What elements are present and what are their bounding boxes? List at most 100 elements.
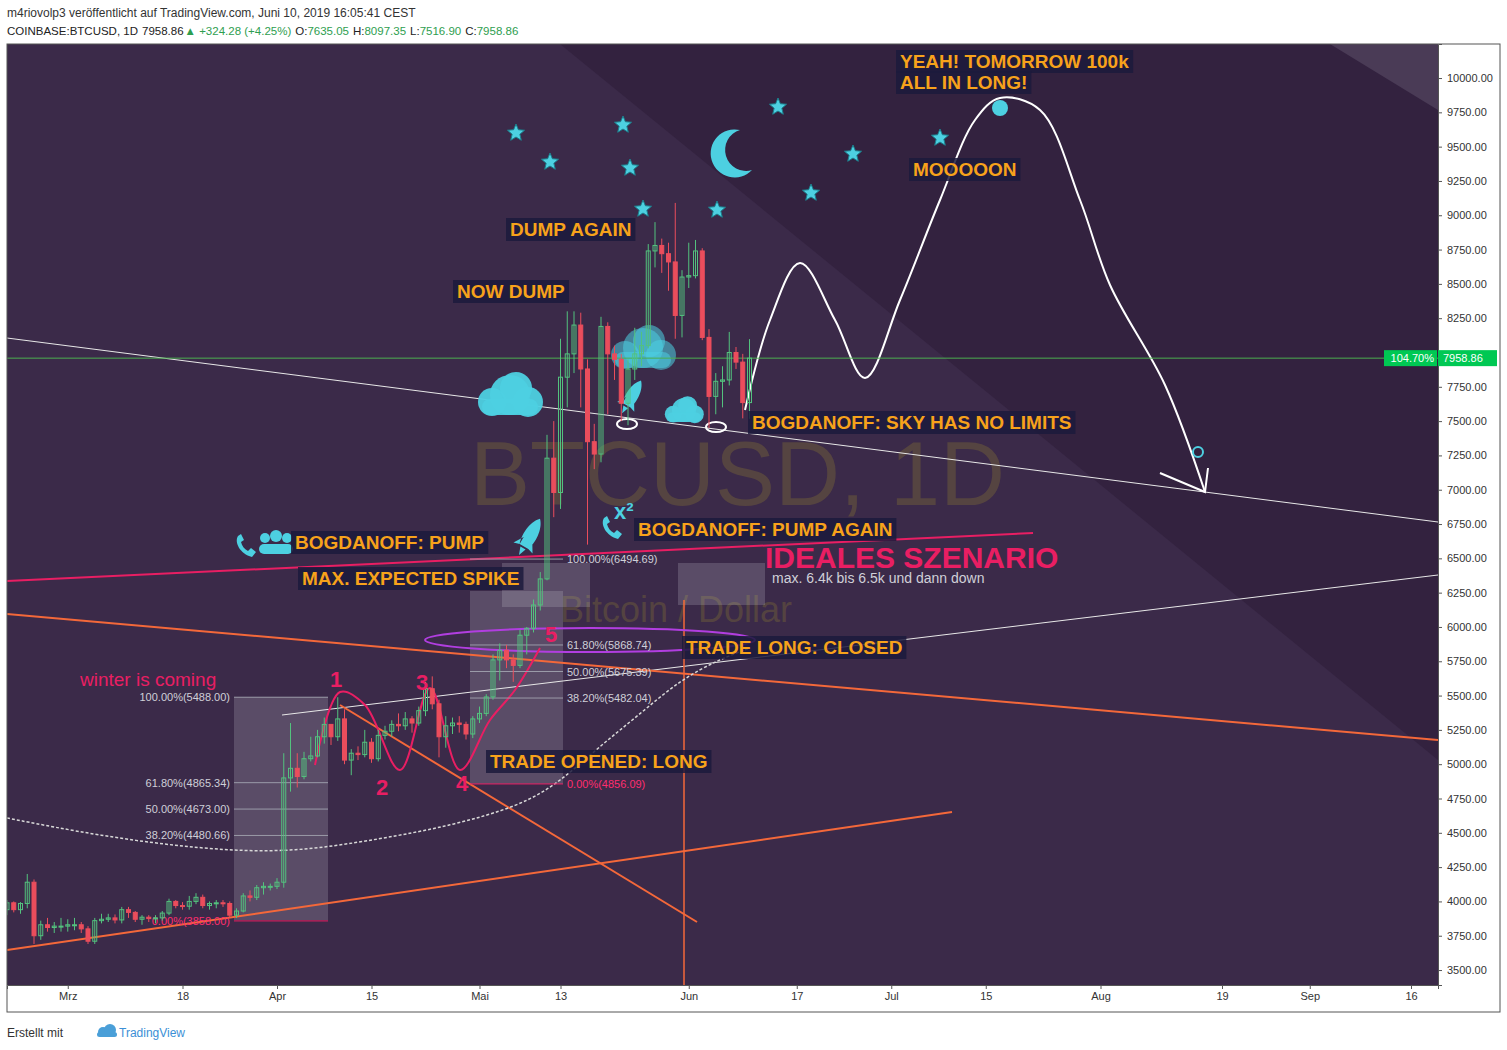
candle-wick <box>641 332 642 366</box>
fib-levels <box>234 559 563 921</box>
candle-wick <box>283 753 284 887</box>
y-tick-mark <box>1438 696 1442 697</box>
candle-body <box>579 325 583 369</box>
candle-wick <box>317 730 318 757</box>
symbol-line: COINBASE:BTCUSD, 1D7958.86▲ +324.28 (+4.… <box>7 25 518 37</box>
fib-line <box>234 782 328 783</box>
candle-body <box>262 886 266 887</box>
annotation-box <box>453 280 569 303</box>
candle-wick <box>364 730 365 757</box>
page-background <box>0 0 1507 1050</box>
candle-wick <box>378 730 379 762</box>
y-tick-label: 4750.00 <box>1447 793 1487 805</box>
group-icon <box>259 530 293 554</box>
y-tick-mark <box>1438 387 1442 388</box>
candle-wick <box>655 222 656 267</box>
y-tick: 4000.00 <box>1438 895 1487 907</box>
candle-body <box>336 719 340 737</box>
candle-body <box>646 251 650 346</box>
y-tick: 9000.00 <box>1438 209 1487 221</box>
fib-label: 0.00%(3858.00) <box>152 915 230 927</box>
candle-body <box>640 346 644 354</box>
annotation: BOGDANOFF: PUMP <box>295 532 484 553</box>
y-tick: 7750.00 <box>1438 381 1487 393</box>
y-tick: 5500.00 <box>1438 690 1487 702</box>
fib-label: 0.00%(4856.09) <box>567 778 645 790</box>
candle-wick <box>67 919 68 931</box>
annotation: max. 6.4k bis 6.5k und dann down <box>772 570 984 586</box>
candle-body <box>113 918 117 920</box>
y-tick-mark <box>1438 627 1442 628</box>
star-icon <box>614 116 631 132</box>
candle-wick <box>324 718 325 744</box>
candle-body <box>32 882 36 936</box>
candle-wick <box>162 911 163 921</box>
candle-body <box>532 605 536 628</box>
star-icon <box>634 200 651 216</box>
ohlc-key: C: <box>465 25 477 37</box>
candle-body <box>525 628 529 635</box>
change: ▲ +324.28 (+4.25%) <box>185 25 292 37</box>
fib-line <box>470 783 563 784</box>
x-tick-mark <box>480 985 481 989</box>
y-tick-mark <box>1438 730 1442 731</box>
candle-wick <box>40 921 41 940</box>
cloud-icon <box>478 372 543 417</box>
candle-body <box>613 354 617 359</box>
y-tick-mark <box>1438 970 1442 971</box>
annotation: BOGDANOFF: PUMP AGAIN <box>638 519 892 540</box>
annotation-box <box>909 158 1020 181</box>
y-tick-mark <box>1438 78 1442 79</box>
y-tick-label: 9250.00 <box>1447 175 1487 187</box>
fib-label: 50.00%(5675.39) <box>567 666 651 678</box>
candle-body <box>707 337 711 396</box>
annotation-box <box>748 411 1075 434</box>
ohlc-key: O: <box>295 25 307 37</box>
y-tick: 4250.00 <box>1438 861 1487 873</box>
annotation-box <box>298 567 524 590</box>
candle-body <box>235 911 239 915</box>
x-tick-mark <box>68 985 69 989</box>
y-tick: 6250.00 <box>1438 587 1487 599</box>
y-tick: 5750.00 <box>1438 655 1487 667</box>
y-tick-label: 5750.00 <box>1447 655 1487 667</box>
x-tick-mark <box>689 985 690 989</box>
candle-wick <box>94 918 95 944</box>
candle-body <box>25 882 29 903</box>
candle-body <box>214 903 218 904</box>
candle-wick <box>101 914 102 924</box>
y-tick: 10000.00 <box>1438 72 1493 84</box>
candle-wick <box>729 332 730 386</box>
x-tick: 15 <box>366 985 378 1002</box>
y-tick-label: 9750.00 <box>1447 106 1487 118</box>
y-tick: 7500.00 <box>1438 415 1487 427</box>
y-tick-mark <box>1438 284 1442 285</box>
y-tick: 8750.00 <box>1438 244 1487 256</box>
trend-line <box>7 812 952 950</box>
annotation-box <box>486 750 711 773</box>
candle-body <box>309 756 313 759</box>
y-tick-label: 7500.00 <box>1447 415 1487 427</box>
x-tick-label: Sep <box>1300 990 1320 1002</box>
candle-body <box>46 925 50 928</box>
y-tick-label: 5500.00 <box>1447 690 1487 702</box>
candle-wick <box>277 878 278 889</box>
cloud-icon <box>665 396 704 423</box>
fib-label: 38.20%(5482.04) <box>567 692 651 704</box>
candle-body <box>606 326 610 353</box>
candle-wick <box>486 694 487 716</box>
fib-label: 61.80%(4865.34) <box>146 777 230 789</box>
x-tick-mark <box>1101 985 1102 989</box>
candle-body <box>714 381 718 396</box>
candle-body <box>187 901 191 906</box>
candle-wick <box>648 244 649 348</box>
y-tick-mark <box>1438 661 1442 662</box>
fib-labels: 100.00%(5488.00)61.80%(4865.34)50.00%(46… <box>139 553 657 927</box>
x-tick-label: Jul <box>885 990 899 1002</box>
fib-line <box>234 697 328 698</box>
candle-wick <box>61 918 62 932</box>
y-tick: 6000.00 <box>1438 621 1487 633</box>
fib-line <box>234 809 328 810</box>
candle-body <box>343 719 347 760</box>
fib-line <box>234 920 328 921</box>
